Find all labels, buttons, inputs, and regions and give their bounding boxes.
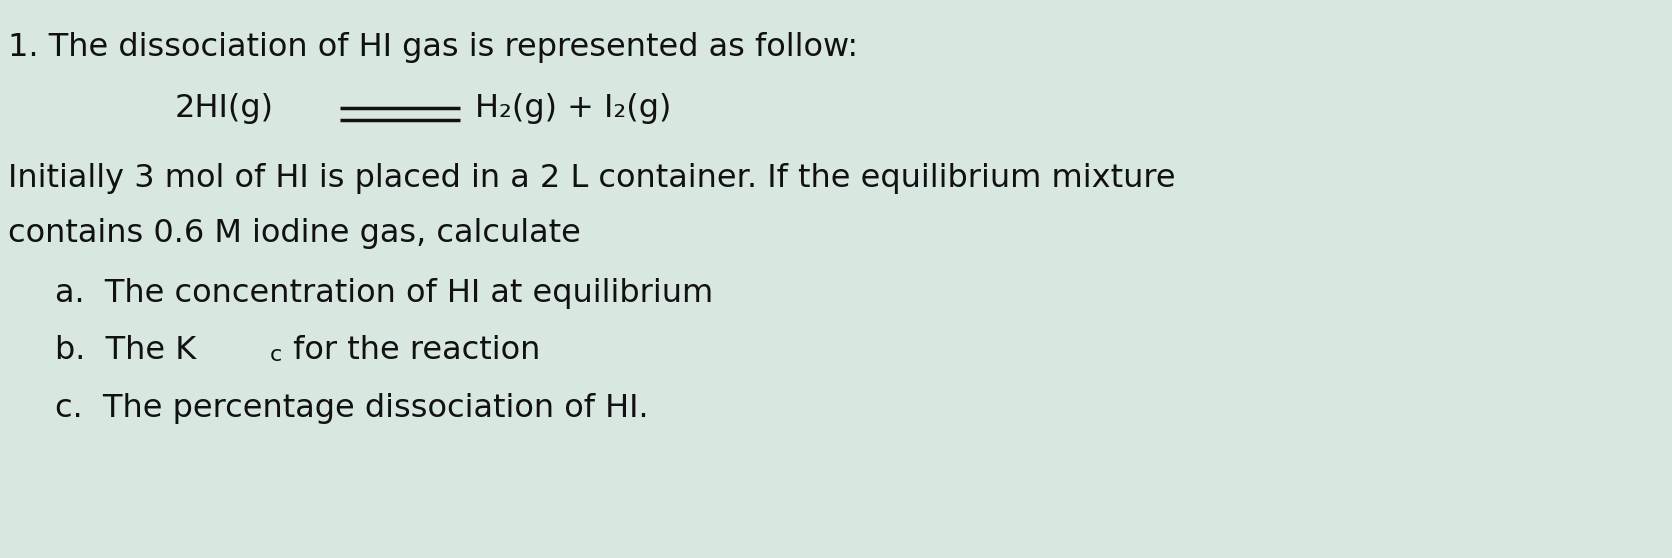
Text: c: c: [269, 345, 283, 365]
Text: 1. The dissociation of HI gas is represented as follow:: 1. The dissociation of HI gas is represe…: [8, 32, 858, 63]
Text: Initially 3 mol of HI is placed in a 2 L container. If the equilibrium mixture: Initially 3 mol of HI is placed in a 2 L…: [8, 163, 1175, 194]
Text: 2HI(g): 2HI(g): [176, 93, 274, 124]
Text: contains 0.6 M iodine gas, calculate: contains 0.6 M iodine gas, calculate: [8, 218, 580, 249]
Text: for the reaction: for the reaction: [283, 335, 540, 366]
Text: a.  The concentration of HI at equilibrium: a. The concentration of HI at equilibriu…: [55, 278, 714, 309]
Text: b.  The K: b. The K: [55, 335, 196, 366]
Text: c.  The percentage dissociation of HI.: c. The percentage dissociation of HI.: [55, 393, 649, 424]
Text: H₂(g) + I₂(g): H₂(g) + I₂(g): [475, 93, 672, 124]
